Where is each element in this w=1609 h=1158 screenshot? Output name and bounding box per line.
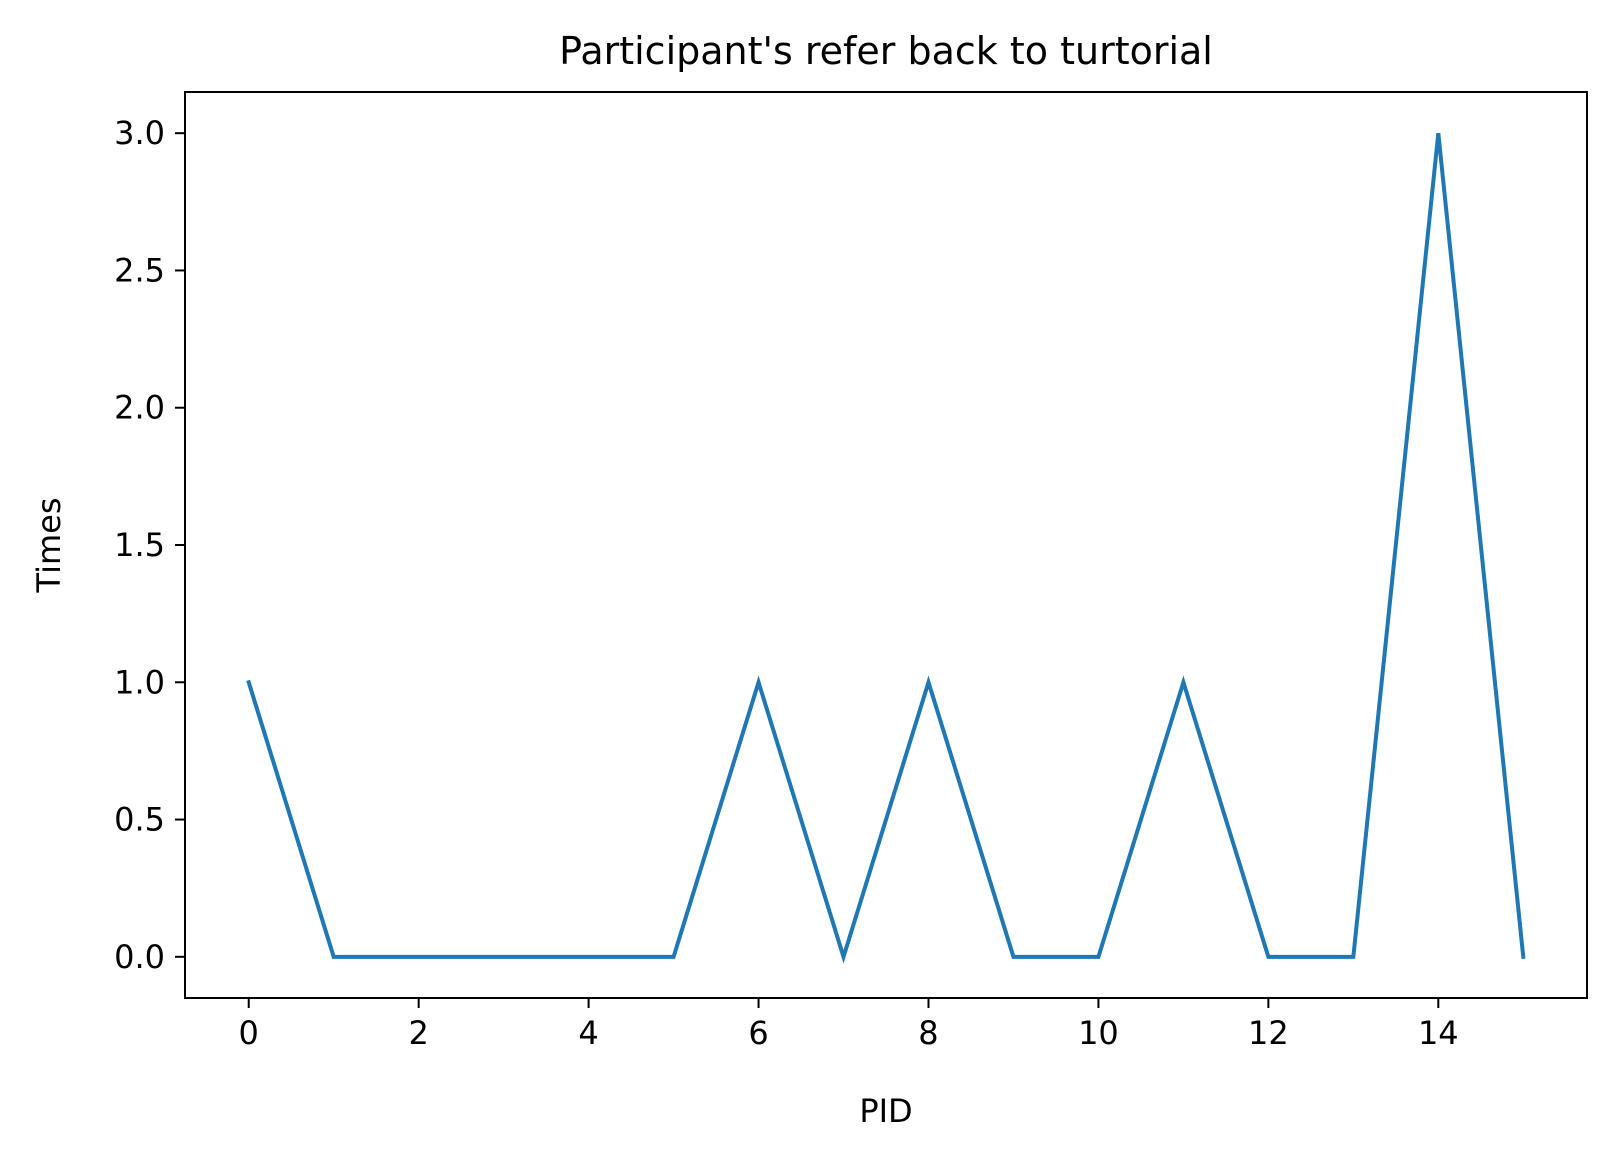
x-tick-label: 0 (239, 1014, 259, 1052)
y-tick-label: 2.0 (114, 389, 165, 427)
x-tick-label: 2 (408, 1014, 428, 1052)
y-axis-label: Times (30, 498, 68, 594)
y-tick-label: 2.5 (114, 251, 165, 289)
y-tick-label: 1.5 (114, 526, 165, 564)
y-tick-label: 0.5 (114, 801, 165, 839)
x-tick-label: 8 (918, 1014, 938, 1052)
x-tick-label: 4 (578, 1014, 598, 1052)
chart-title: Participant's refer back to turtorial (559, 29, 1213, 73)
x-axis-label: PID (859, 1092, 912, 1130)
y-tick-label: 3.0 (114, 114, 165, 152)
y-axis: 0.0 0.5 1.0 1.5 2.0 2.5 3.0 (114, 114, 185, 976)
x-tick-label: 12 (1248, 1014, 1289, 1052)
series-line (246, 132, 1526, 964)
x-axis: 0 2 4 6 8 10 12 14 (239, 998, 1459, 1052)
y-tick-label: 1.0 (114, 663, 165, 701)
y-tick-label: 0.0 (114, 938, 165, 976)
x-tick-label: 14 (1418, 1014, 1459, 1052)
x-tick-label: 10 (1078, 1014, 1119, 1052)
x-tick-label: 6 (748, 1014, 768, 1052)
plot-area (246, 132, 1526, 964)
